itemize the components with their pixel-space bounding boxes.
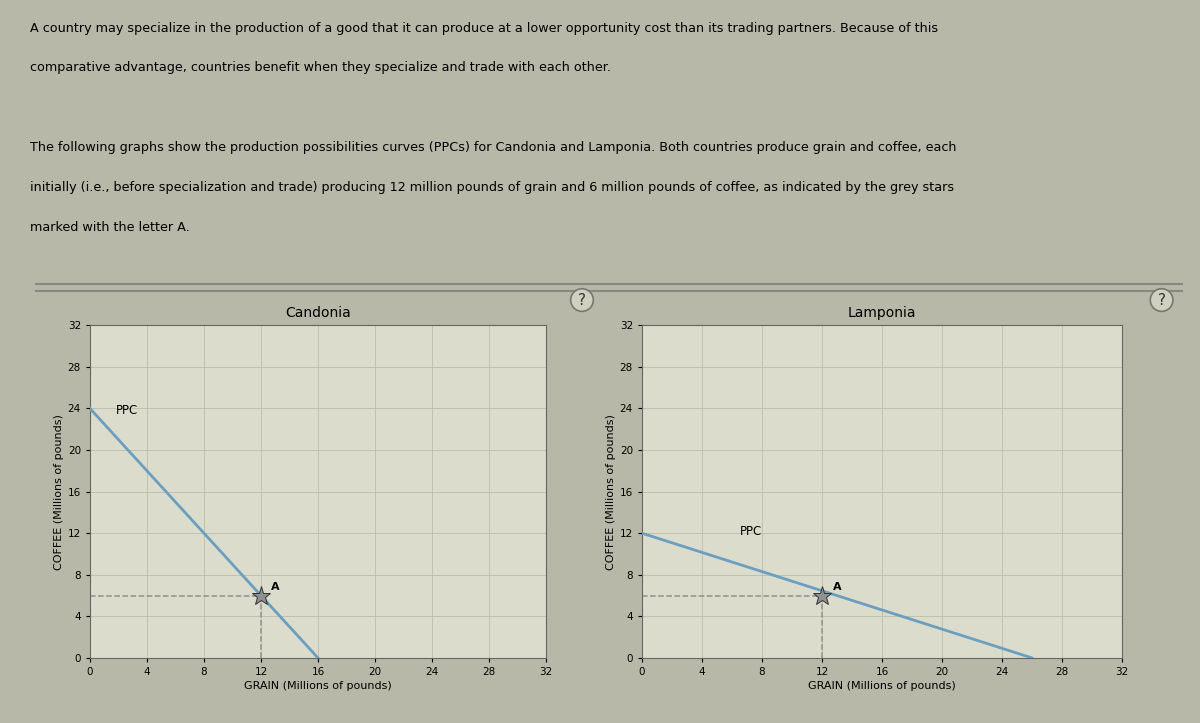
Y-axis label: COFFEE (Millions of pounds): COFFEE (Millions of pounds) <box>606 414 616 570</box>
Text: ?: ? <box>578 293 586 307</box>
Text: PPC: PPC <box>739 526 762 539</box>
Text: The following graphs show the production possibilities curves (PPCs) for Candoni: The following graphs show the production… <box>30 141 956 154</box>
X-axis label: GRAIN (Millions of pounds): GRAIN (Millions of pounds) <box>244 681 392 691</box>
Text: comparative advantage, countries benefit when they specialize and trade with eac: comparative advantage, countries benefit… <box>30 61 611 74</box>
Title: Candonia: Candonia <box>286 306 350 320</box>
Text: A: A <box>833 582 841 592</box>
Title: Lamponia: Lamponia <box>847 306 917 320</box>
X-axis label: GRAIN (Millions of pounds): GRAIN (Millions of pounds) <box>808 681 956 691</box>
Text: A country may specialize in the production of a good that it can produce at a lo: A country may specialize in the producti… <box>30 22 938 35</box>
Text: marked with the letter A.: marked with the letter A. <box>30 221 190 234</box>
Text: A: A <box>271 582 280 592</box>
Text: PPC: PPC <box>115 403 138 416</box>
Y-axis label: COFFEE (Millions of pounds): COFFEE (Millions of pounds) <box>54 414 64 570</box>
Text: ?: ? <box>1158 293 1165 307</box>
Text: initially (i.e., before specialization and trade) producing 12 million pounds of: initially (i.e., before specialization a… <box>30 181 954 194</box>
